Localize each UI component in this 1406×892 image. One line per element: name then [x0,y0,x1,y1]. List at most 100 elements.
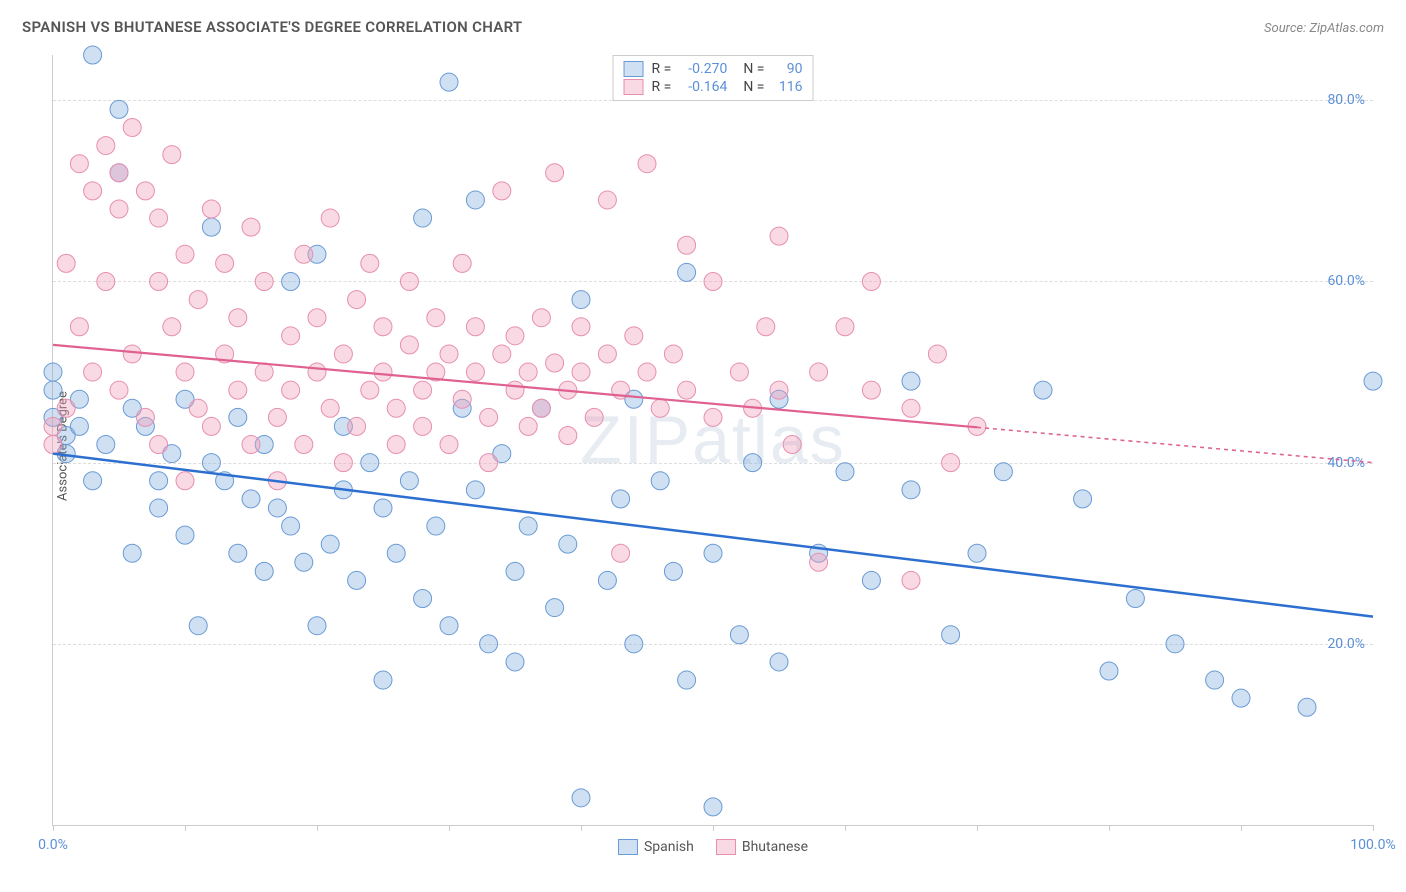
scatter-point [110,200,128,218]
scatter-point [44,381,62,399]
scatter-point [942,454,960,472]
scatter-point [242,436,260,454]
stats-box: R =-0.270N =90R =-0.164N =116 [613,55,814,101]
scatter-point [202,417,220,435]
scatter-point [651,472,669,490]
legend-label: Spanish [644,839,694,855]
scatter-point [598,345,616,363]
scatter-point [163,146,181,164]
n-value: 116 [772,79,802,95]
scatter-point [836,318,854,336]
scatter-point [638,155,656,173]
scatter-point [84,182,102,200]
scatter-point [70,318,88,336]
scatter-point [400,472,418,490]
plot-area: ZIPatlas 20.0%40.0%60.0%80.0% R =-0.270N… [52,55,1373,826]
scatter-point [532,309,550,327]
scatter-point [295,436,313,454]
scatter-point [189,291,207,309]
scatter-point [242,490,260,508]
n-value: 90 [772,61,802,77]
scatter-point [704,408,722,426]
legend-item: Bhutanese [716,839,808,855]
scatter-point [189,617,207,635]
x-tick-mark [713,825,714,831]
scatter-point [321,209,339,227]
scatter-point [862,381,880,399]
scatter-point [150,209,168,227]
scatter-point [202,200,220,218]
legend-item: Spanish [618,839,694,855]
scatter-point [453,254,471,272]
scatter-point [519,363,537,381]
scatter-point [123,345,141,363]
scatter-point [361,254,379,272]
scatter-point [334,454,352,472]
scatter-point [612,490,630,508]
scatter-point [110,164,128,182]
scatter-point [163,318,181,336]
scatter-point [466,363,484,381]
scatter-point [440,73,458,91]
scatter-point [770,381,788,399]
scatter-point [374,363,392,381]
r-value: -0.164 [679,79,727,95]
scatter-point [84,472,102,490]
series-swatch [624,79,644,95]
scatter-point [308,617,326,635]
scatter-point [44,436,62,454]
scatter-point [97,137,115,155]
scatter-point [202,218,220,236]
scatter-point [427,517,445,535]
scatter-point [770,653,788,671]
trend-line [53,454,1373,617]
scatter-point [110,100,128,118]
scatter-point [229,408,247,426]
scatter-point [361,454,379,472]
scatter-point [387,544,405,562]
stats-row: R =-0.270N =90 [624,60,803,78]
scatter-point [321,399,339,417]
n-label: N = [743,61,764,77]
scatter-point [730,626,748,644]
legend-label: Bhutanese [742,839,808,855]
scatter-point [585,408,603,426]
scatter-point [651,399,669,417]
scatter-point [744,454,762,472]
scatter-point [176,472,194,490]
scatter-point [770,227,788,245]
scatter-point [519,517,537,535]
scatter-point [255,562,273,580]
scatter-point [282,381,300,399]
scatter-point [902,372,920,390]
scatter-point [466,318,484,336]
scatter-point [664,345,682,363]
scatter-point [216,254,234,272]
scatter-point [480,454,498,472]
scatter-point [268,499,286,517]
scatter-point [664,562,682,580]
scatter-point [862,571,880,589]
scatter-point [282,517,300,535]
title-bar: SPANISH VS BHUTANESE ASSOCIATE'S DEGREE … [22,18,1384,36]
scatter-point [836,463,854,481]
scatter-point [44,417,62,435]
scatter-point [598,191,616,209]
x-tick-label: 0.0% [38,837,68,853]
scatter-point [97,436,115,454]
scatter-point [1206,671,1224,689]
x-tick-mark [185,825,186,831]
x-tick-mark [1241,825,1242,831]
scatter-point [704,544,722,562]
scatter-point [229,381,247,399]
scatter-point [150,472,168,490]
scatter-point [678,236,696,254]
source-name: ZipAtlas.com [1309,21,1384,36]
scatter-point [440,436,458,454]
scatter-point [902,399,920,417]
scatter-point [625,327,643,345]
scatter-point [57,399,75,417]
scatter-point [84,46,102,64]
scatter-point [255,272,273,290]
scatter-point [810,363,828,381]
